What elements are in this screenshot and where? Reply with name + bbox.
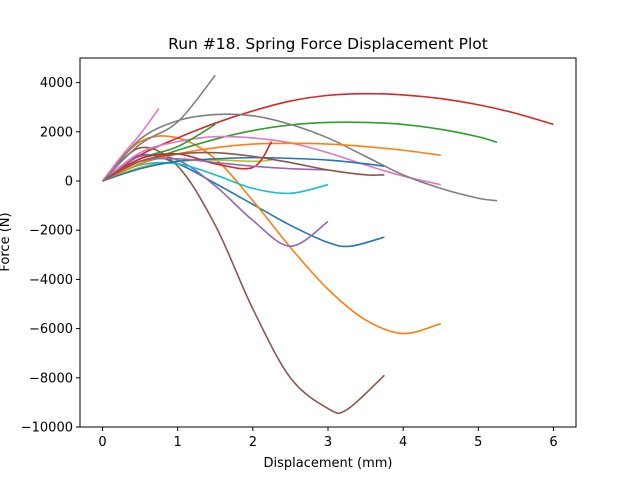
series-line-11 (102, 156, 385, 182)
y-tick-label: 2000 (40, 125, 73, 140)
y-tick-label: −4000 (29, 273, 73, 288)
x-tick-label: 4 (399, 435, 407, 450)
y-axis-label: Force (N) (0, 212, 13, 271)
series-line-4 (102, 92, 554, 182)
x-axis-label: Displacement (mm) (264, 456, 393, 471)
series-line-5 (102, 153, 329, 247)
y-tick-label: −6000 (29, 322, 73, 337)
chart-title: Run #18. Spring Force Displacement Plot (168, 35, 488, 53)
y-tick-label: −8000 (29, 371, 73, 386)
x-tick-label: 2 (249, 435, 257, 450)
y-axis-ticks: −10000 −8000 −6000 −4000 −2000 0 2000 4000 (21, 76, 80, 436)
y-tick-label: −10000 (21, 421, 73, 436)
series-line-16 (102, 151, 385, 182)
y-tick-label: −2000 (29, 224, 73, 239)
series-line-8 (101, 113, 498, 202)
y-tick-label: 0 (65, 175, 73, 190)
series-line-3 (102, 121, 498, 182)
x-tick-label: 5 (474, 435, 482, 450)
x-axis-ticks: 0 1 2 3 4 5 6 (98, 427, 558, 450)
series-line-18 (101, 74, 216, 182)
x-tick-label: 6 (549, 435, 557, 450)
y-tick-label: 4000 (40, 76, 73, 91)
series-line-10 (102, 161, 329, 195)
series-line-2 (101, 135, 441, 335)
series-line-6 (102, 146, 385, 415)
series-line-17 (101, 107, 160, 182)
series-line-7 (102, 135, 441, 186)
x-tick-label: 1 (174, 435, 182, 450)
x-tick-label: 0 (98, 435, 106, 450)
x-tick-label: 3 (324, 435, 332, 450)
series-layer (101, 74, 554, 415)
